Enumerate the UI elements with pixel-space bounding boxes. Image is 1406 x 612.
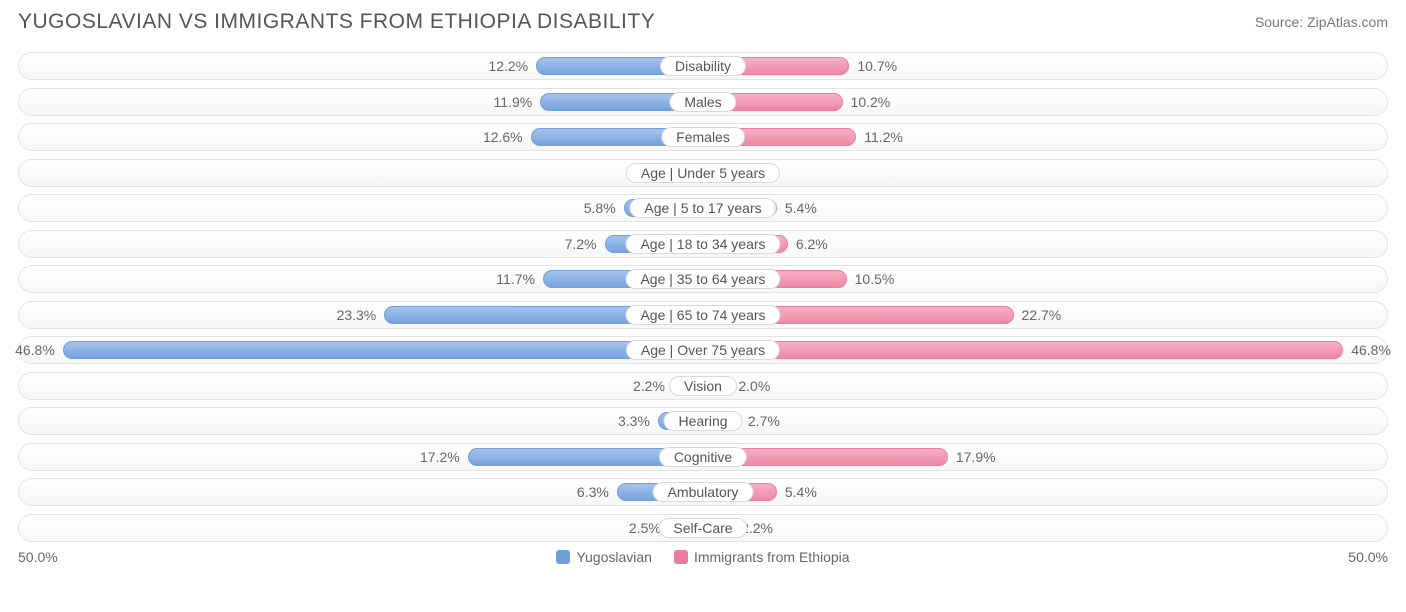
axis-right-label: 50.0% [1348, 549, 1388, 565]
category-label: Cognitive [659, 447, 747, 467]
value-label-right: 2.7% [748, 413, 780, 429]
chart-row: 46.8% 46.8% Age | Over 75 years [18, 336, 1388, 364]
header-row: YUGOSLAVIAN VS IMMIGRANTS FROM ETHIOPIA … [18, 10, 1388, 34]
chart-row: 11.7% 10.5% Age | 35 to 64 years [18, 265, 1388, 293]
chart-container: YUGOSLAVIAN VS IMMIGRANTS FROM ETHIOPIA … [0, 0, 1406, 612]
value-label-left: 11.7% [496, 271, 535, 287]
value-label-right: 17.9% [956, 449, 996, 465]
value-label-left: 5.8% [584, 200, 616, 216]
value-label-right: 22.7% [1022, 307, 1062, 323]
category-label: Females [661, 127, 745, 147]
value-label-left: 6.3% [577, 484, 609, 500]
value-label-left: 3.3% [618, 413, 650, 429]
chart-row: 23.3% 22.7% Age | 65 to 74 years [18, 301, 1388, 329]
value-label-left: 2.2% [633, 378, 665, 394]
category-label: Age | 18 to 34 years [625, 234, 780, 254]
chart-source: Source: ZipAtlas.com [1255, 14, 1388, 30]
value-label-left: 17.2% [420, 449, 460, 465]
category-label: Self-Care [658, 518, 747, 538]
category-label: Disability [660, 56, 746, 76]
legend-swatch-left [556, 550, 570, 564]
chart-title: YUGOSLAVIAN VS IMMIGRANTS FROM ETHIOPIA … [18, 10, 655, 34]
chart-row: 12.2% 10.7% Disability [18, 52, 1388, 80]
chart-row: 2.2% 2.0%Vision [18, 372, 1388, 400]
value-label-left: 11.9% [494, 94, 533, 110]
chart-rows-area: 12.2% 10.7% Disability 11.9% 10.2% Males 12.6%… [18, 52, 1388, 542]
bar-right [703, 341, 1343, 359]
category-label: Age | 35 to 64 years [625, 269, 780, 289]
value-label-right: 5.4% [785, 200, 817, 216]
value-label-left: 12.6% [483, 129, 523, 145]
category-label: Ambulatory [653, 482, 754, 502]
legend-item-right: Immigrants from Ethiopia [674, 549, 850, 565]
value-label-left: 12.2% [488, 58, 528, 74]
chart-row: 5.8% 5.4% Age | 5 to 17 years [18, 194, 1388, 222]
category-label: Vision [669, 376, 737, 396]
bar-left [63, 341, 703, 359]
axis-left-label: 50.0% [18, 549, 58, 565]
value-label-left: 7.2% [565, 236, 597, 252]
category-label: Age | Under 5 years [626, 163, 780, 183]
legend-label-left: Yugoslavian [576, 549, 652, 565]
category-label: Age | 65 to 74 years [625, 305, 780, 325]
value-label-right: 10.5% [855, 271, 895, 287]
chart-row: 2.5%2.2%Self-Care [18, 514, 1388, 542]
legend-label-right: Immigrants from Ethiopia [694, 549, 850, 565]
legend-item-left: Yugoslavian [556, 549, 652, 565]
value-label-right: 2.0% [738, 378, 770, 394]
chart-row: 7.2% 6.2% Age | 18 to 34 years [18, 230, 1388, 258]
value-label-right: 10.2% [851, 94, 891, 110]
category-label: Hearing [663, 411, 742, 431]
value-label-right: 10.7% [857, 58, 897, 74]
category-label: Age | 5 to 17 years [629, 198, 776, 218]
value-label-left: 46.8% [15, 342, 55, 358]
category-label: Males [669, 92, 736, 112]
value-label-right: 11.2% [864, 129, 903, 145]
chart-row: 17.2% 17.9% Cognitive [18, 443, 1388, 471]
legend: Yugoslavian Immigrants from Ethiopia [556, 549, 849, 565]
chart-row: 12.6% 11.2% Females [18, 123, 1388, 151]
chart-row: 1.4%1.1%Age | Under 5 years [18, 159, 1388, 187]
legend-swatch-right [674, 550, 688, 564]
value-label-left: 2.5% [629, 520, 661, 536]
category-label: Age | Over 75 years [626, 340, 780, 360]
value-label-right: 46.8% [1351, 342, 1391, 358]
value-label-right: 6.2% [796, 236, 828, 252]
footer-row: 50.0% Yugoslavian Immigrants from Ethiop… [18, 549, 1388, 565]
chart-row: 6.3% 5.4% Ambulatory [18, 478, 1388, 506]
chart-row: 11.9% 10.2% Males [18, 88, 1388, 116]
value-label-right: 5.4% [785, 484, 817, 500]
chart-row: 3.3% 2.7% Hearing [18, 407, 1388, 435]
value-label-left: 23.3% [337, 307, 377, 323]
